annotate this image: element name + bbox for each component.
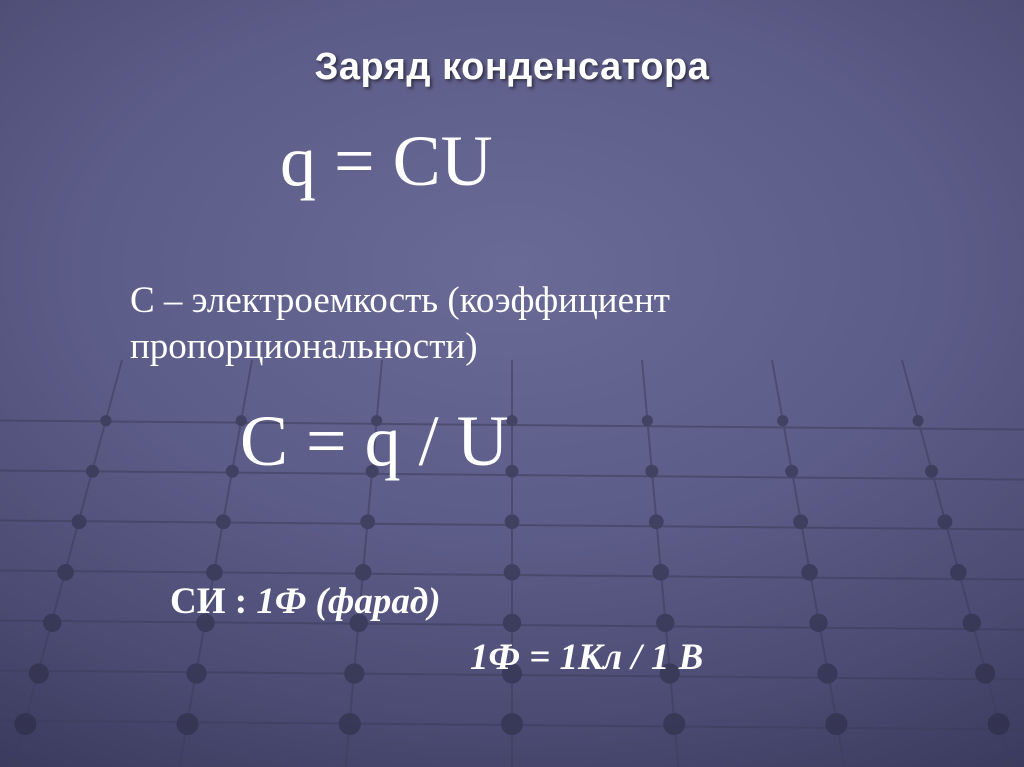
formula-capacitance: С = q / U <box>240 400 509 483</box>
desc-line-1: С – электроемкость (коэффициент <box>130 280 670 321</box>
slide-title: Заряд конденсатора <box>0 46 1024 89</box>
si-unit-line: СИ : 1Ф (фарад) <box>170 580 441 623</box>
formula-charge: q = CU <box>280 120 493 203</box>
slide: Заряд конденсатора q = CU С – электроемк… <box>0 0 1024 767</box>
si-prefix: СИ : <box>170 581 256 622</box>
capacitance-description: С – электроемкость (коэффициент пропорци… <box>130 278 670 371</box>
unit-equation: 1Ф = 1Кл / 1 В <box>470 636 703 679</box>
desc-line-2: пропорциональности) <box>130 326 478 367</box>
slide-content: Заряд конденсатора q = CU С – электроемк… <box>0 0 1024 767</box>
si-value: 1Ф (фарад) <box>256 581 440 622</box>
